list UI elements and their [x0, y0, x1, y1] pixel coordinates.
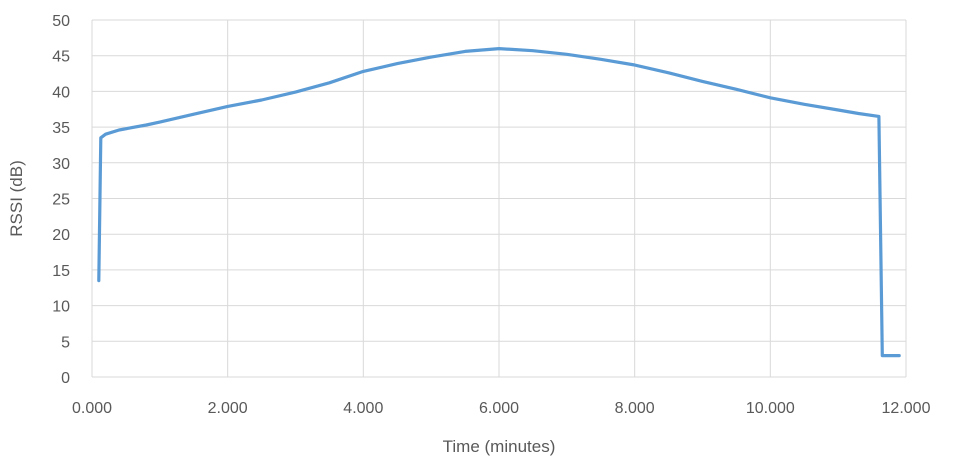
x-tick-label: 0.000	[72, 400, 112, 417]
y-axis-title: RSSI (dB)	[7, 160, 26, 237]
y-tick-label: 5	[61, 334, 70, 351]
y-tick-label: 20	[52, 227, 70, 244]
x-tick-label: 4.000	[343, 400, 383, 417]
y-axis-ticks: 0 5 10 15 20 25 30 35 40 45 50	[52, 13, 70, 387]
y-tick-label: 50	[52, 13, 70, 30]
x-tick-label: 8.000	[615, 400, 655, 417]
y-tick-label: 35	[52, 120, 70, 137]
y-tick-label: 10	[52, 299, 70, 316]
y-tick-label: 0	[61, 370, 70, 387]
y-tick-label: 40	[52, 84, 70, 101]
y-tick-label: 15	[52, 263, 70, 280]
x-tick-label: 10.000	[746, 400, 795, 417]
x-tick-label: 2.000	[208, 400, 248, 417]
x-axis-title: Time (minutes)	[443, 437, 556, 456]
gridlines	[91, 19, 907, 378]
x-axis-ticks: 0.000 2.000 4.000 6.000 8.000 10.000 12.000	[72, 400, 931, 417]
x-tick-label: 12.000	[882, 400, 931, 417]
y-tick-label: 25	[52, 192, 70, 209]
y-tick-label: 45	[52, 49, 70, 66]
y-tick-label: 30	[52, 156, 70, 173]
x-tick-label: 6.000	[479, 400, 519, 417]
series-line	[97, 47, 901, 358]
series-layer	[97, 47, 901, 358]
